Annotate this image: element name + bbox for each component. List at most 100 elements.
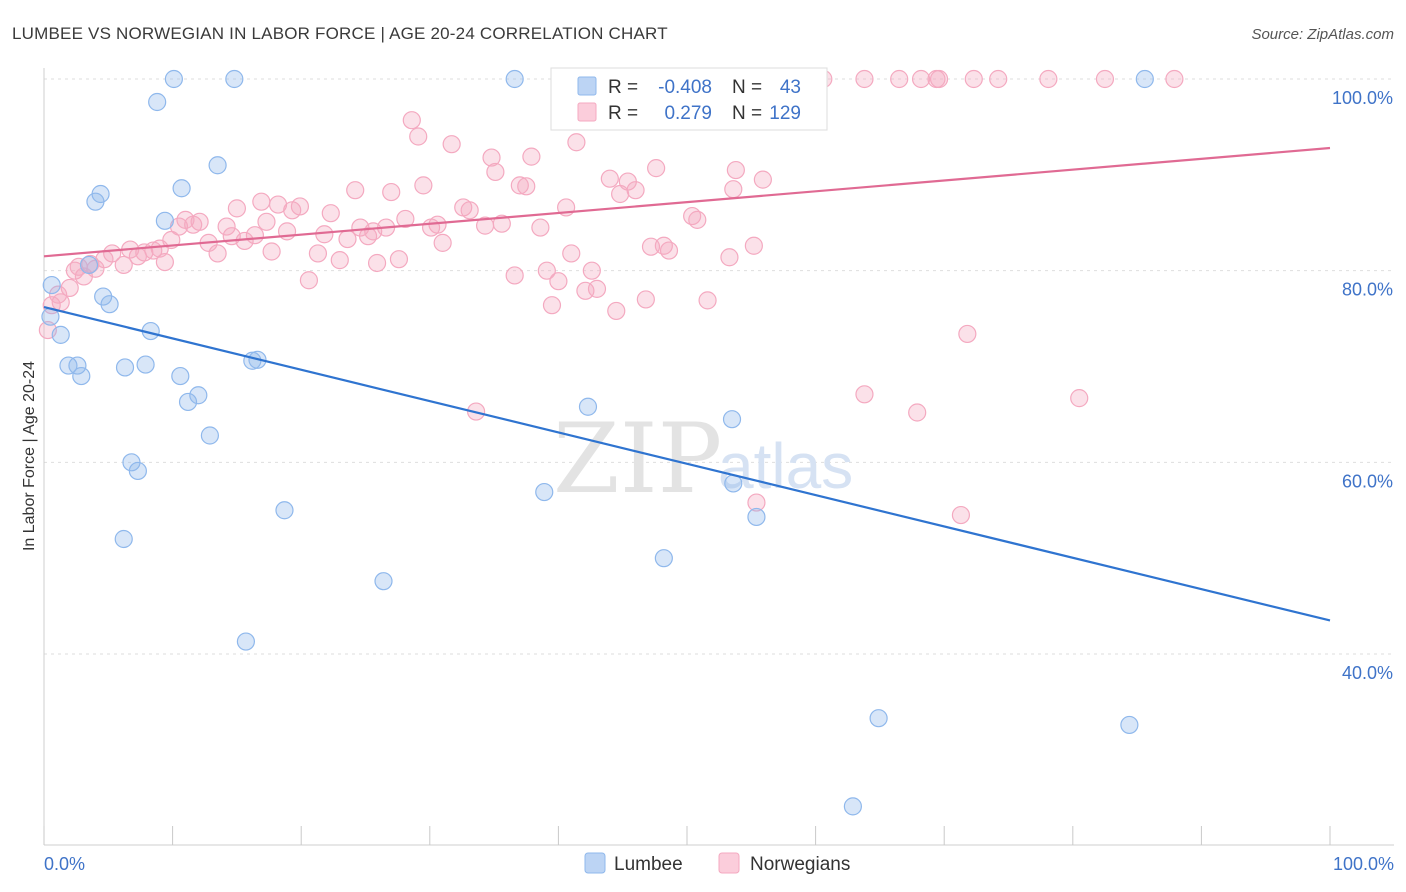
point-norwegians: [414, 176, 433, 195]
point-norwegians: [626, 181, 645, 200]
point-lumbee: [172, 179, 191, 198]
point-norwegians: [1165, 69, 1184, 89]
legend-swatch-lumbee: [577, 76, 597, 96]
bottom-legend-label-norwegians: Norwegians: [750, 854, 850, 875]
point-norwegians: [155, 252, 174, 272]
legend-r-value-norwegians: 0.279: [664, 103, 712, 124]
point-lumbee: [374, 572, 393, 591]
point-norwegians: [951, 505, 971, 525]
y-tick-label: 40.0%: [1342, 663, 1393, 683]
y-tick-label: 80.0%: [1342, 280, 1393, 300]
point-lumbee: [578, 397, 598, 416]
point-norwegians: [958, 324, 977, 344]
point-lumbee: [178, 392, 198, 412]
point-norwegians: [308, 244, 328, 263]
point-norwegians: [252, 192, 271, 211]
point-norwegians: [647, 159, 666, 178]
point-norwegians: [217, 217, 236, 236]
watermark-zip: ZIP: [553, 403, 722, 515]
point-lumbee: [164, 69, 183, 89]
legend-n-label-norwegians: N =: [732, 103, 762, 124]
point-norwegians: [890, 69, 909, 89]
point-lumbee: [42, 275, 61, 295]
trend-line-lumbee: [43, 306, 1331, 622]
trend-line-norwegians: [43, 146, 1331, 258]
point-norwegians: [227, 199, 246, 218]
point-norwegians: [600, 169, 619, 188]
point-norwegians: [1095, 69, 1115, 89]
point-norwegians: [549, 272, 568, 291]
point-norwegians: [346, 181, 365, 200]
point-norwegians: [855, 385, 874, 404]
series-legend: Lumbee Norwegians: [584, 852, 850, 875]
point-norwegians: [522, 147, 541, 166]
point-norwegians: [688, 210, 707, 229]
point-lumbee: [136, 355, 155, 374]
point-norwegians: [641, 237, 661, 256]
point-norwegians: [245, 226, 265, 245]
point-lumbee: [100, 295, 119, 314]
point-norwegians: [908, 403, 927, 422]
y-tick-label: 100.0%: [1332, 88, 1393, 108]
point-norwegians: [929, 69, 949, 89]
point-norwegians: [492, 214, 511, 233]
point-norwegians: [442, 135, 461, 154]
point-norwegians: [531, 218, 550, 237]
point-lumbee: [275, 501, 294, 520]
point-norwegians: [720, 248, 739, 267]
point-norwegians: [330, 251, 349, 270]
point-lumbee: [128, 461, 147, 481]
point-norwegians: [542, 296, 562, 315]
bottom-legend-swatch-lumbee: [584, 852, 606, 874]
point-norwegians: [389, 250, 409, 269]
point-norwegians: [517, 177, 536, 196]
point-lumbee: [189, 386, 208, 405]
point-norwegians: [321, 204, 340, 223]
point-lumbee: [91, 184, 110, 204]
point-norwegians: [659, 241, 679, 260]
point-norwegians: [698, 291, 717, 310]
bottom-legend-label-lumbee: Lumbee: [614, 854, 683, 875]
legend-r-label-norwegians: R =: [608, 103, 638, 124]
point-norwegians: [582, 261, 601, 280]
y-tick-labels: 40.0% 60.0% 80.0% 100.0%: [1332, 88, 1393, 683]
point-norwegians: [396, 209, 415, 229]
point-lumbee: [51, 325, 70, 344]
legend-r-value-lumbee: -0.408: [658, 77, 712, 98]
point-norwegians: [587, 279, 607, 298]
point-norwegians: [855, 69, 874, 89]
point-norwegians: [402, 111, 421, 130]
point-norwegians: [726, 160, 745, 180]
watermark: ZIP atlas: [553, 403, 853, 515]
point-norwegians: [290, 197, 310, 216]
point-norwegians: [262, 242, 281, 261]
point-lumbee: [148, 92, 167, 112]
point-norwegians: [567, 133, 586, 152]
legend-n-value-lumbee: 43: [780, 77, 801, 98]
point-norwegians: [482, 148, 501, 167]
stats-legend: R = -0.408 N = 43 R = 0.279 N = 129: [550, 67, 828, 131]
point-norwegians: [964, 69, 983, 89]
point-lumbee: [236, 632, 256, 651]
point-lumbee: [654, 549, 673, 568]
point-norwegians: [989, 69, 1008, 89]
point-lumbee: [747, 507, 766, 527]
trend-lines: [43, 146, 1331, 622]
legend-n-label-lumbee: N =: [732, 77, 762, 98]
point-norwegians: [1070, 389, 1089, 408]
point-lumbee: [171, 366, 190, 386]
chart-title: LUMBEE VS NORWEGIAN IN LABOR FORCE | AGE…: [12, 24, 668, 43]
bottom-legend-swatch-norwegians: [718, 852, 740, 874]
point-lumbee: [722, 410, 742, 429]
point-lumbee: [115, 358, 135, 377]
y-tick-label: 60.0%: [1342, 471, 1393, 491]
point-norwegians: [724, 180, 743, 199]
point-lumbee: [200, 426, 219, 445]
point-norwegians: [505, 266, 524, 285]
point-lumbee: [155, 211, 174, 230]
point-norwegians: [382, 182, 401, 202]
series-norwegians: [38, 69, 1184, 525]
x-tick-label-max: 100.0%: [1333, 854, 1394, 874]
legend-r-label-lumbee: R =: [608, 77, 638, 98]
